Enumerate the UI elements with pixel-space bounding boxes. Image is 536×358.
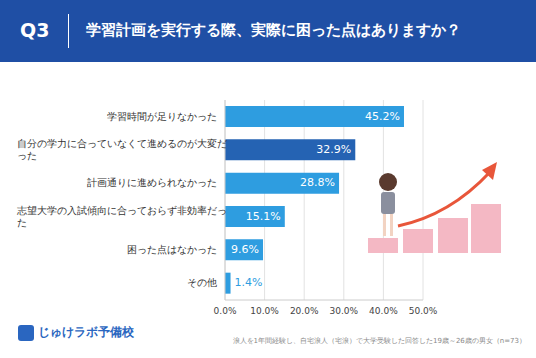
svg-text:15.1%: 15.1%: [246, 210, 281, 223]
svg-text:45.2%: 45.2%: [365, 110, 400, 123]
svg-text:50.0%: 50.0%: [409, 306, 438, 316]
svg-text:40.0%: 40.0%: [369, 306, 398, 316]
svg-text:20.0%: 20.0%: [290, 306, 319, 316]
svg-text:自分の学力に合っていなくて進めるのが大変だった: 自分の学力に合っていなくて進めるのが大変だった: [17, 138, 227, 161]
html-text:浪人を1年間経験し、自宅浪人（宅浪）で大学受験した回答した1: 浪人を1年間経験し、自宅浪人（宅浪）で大学受験した回答した19歳～26歳の男女（…: [232, 337, 526, 345]
html-text:学習計画を実行する際、実際に困った点はありますか？: 学習計画を実行する際、実際に困った点はありますか？: [86, 21, 461, 39]
svg-text:32.9%: 32.9%: [316, 143, 351, 156]
svg-text:9.6%: 9.6%: [231, 243, 259, 256]
svg-text:0.0%: 0.0%: [214, 306, 237, 316]
svg-text:10.0%: 10.0%: [250, 306, 279, 316]
svg-text:28.8%: 28.8%: [300, 176, 335, 189]
svg-text:1.4%: 1.4%: [235, 276, 263, 289]
svg-text:志望大学の入試傾向に合っておらず非効率だった: 志望大学の入試傾向に合っておらず非効率だった: [17, 204, 227, 227]
html-text:じゅけラボ予備校: じゅけラボ予備校: [38, 325, 134, 339]
svg-text:その他: その他: [187, 277, 217, 288]
svg-text:計画通りに進められなかった: 計画通りに進められなかった: [87, 177, 217, 188]
html-text:Q3: Q3: [20, 19, 50, 41]
svg-text:30.0%: 30.0%: [330, 306, 359, 316]
svg-text:困った点はなかった: 困った点はなかった: [127, 244, 217, 255]
svg-text:学習時間が足りなかった: 学習時間が足りなかった: [107, 110, 217, 121]
